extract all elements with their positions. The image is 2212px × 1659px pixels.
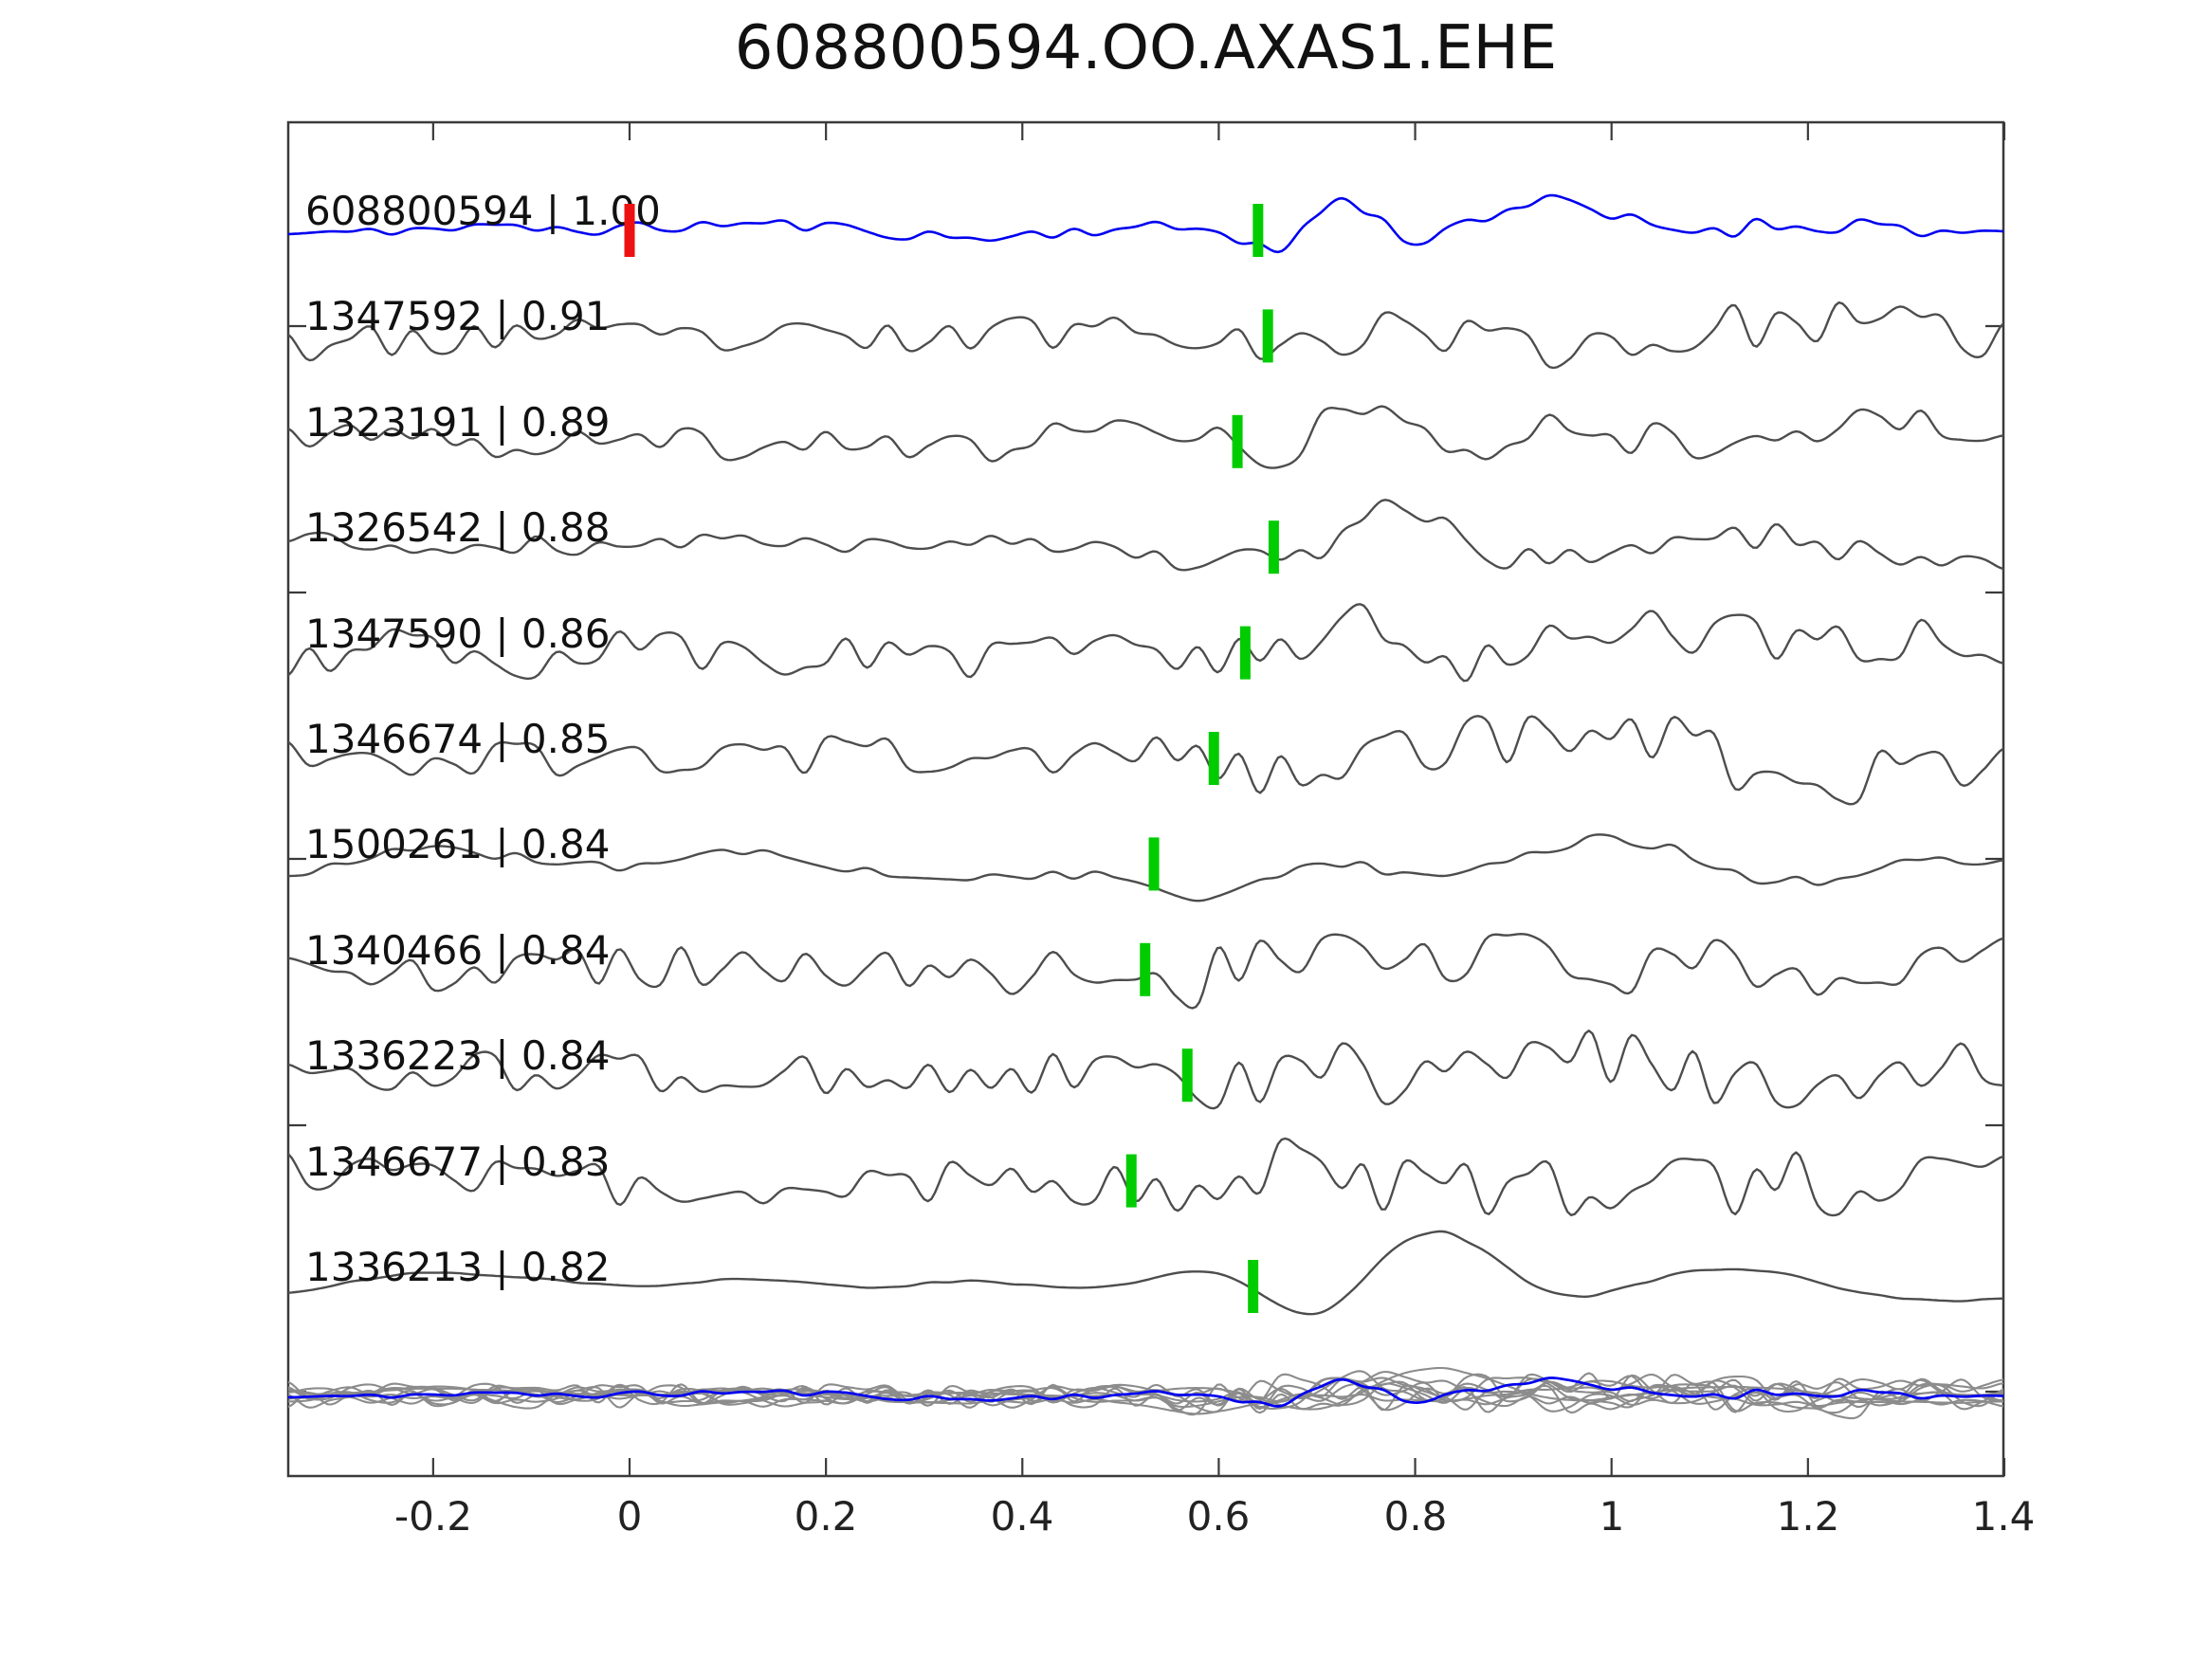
pick-marker-1347592	[1262, 309, 1273, 363]
trace-label-1323191: 1323191 | 0.89	[305, 399, 611, 446]
x-tick-label: 1.4	[1971, 1493, 2036, 1540]
x-tick-label: 0.4	[990, 1493, 1054, 1540]
x-tick-label: 0.6	[1186, 1493, 1251, 1540]
overlay-trace-1347592	[288, 1377, 2003, 1413]
waveforms	[288, 193, 2003, 1420]
pick-marker-1346677	[1125, 1154, 1137, 1208]
x-tick-label: 1.2	[1776, 1493, 1840, 1540]
trace-label-1326542: 1326542 | 0.88	[305, 504, 611, 551]
pick-marker-1347590	[1239, 626, 1251, 680]
pick-marker-1336223	[1181, 1048, 1193, 1103]
trace-label-1346677: 1346677 | 0.83	[305, 1139, 611, 1185]
pick-marker-1500261	[1148, 837, 1160, 891]
pick-marker-1340466	[1140, 942, 1151, 996]
trace-label-1340466: 1340466 | 0.84	[305, 927, 611, 974]
trace-label-1347590: 1347590 | 0.86	[305, 611, 611, 657]
trace-label-1346674: 1346674 | 0.85	[305, 716, 611, 762]
trace-label-1347592: 1347592 | 0.91	[305, 293, 611, 339]
overlay-trace-1323191	[288, 1376, 2003, 1410]
plot-title: 608800594.OO.AXAS1.EHE	[734, 13, 1558, 83]
trace-label-1336213: 1336213 | 0.82	[305, 1244, 611, 1290]
pick-marker-1336213	[1248, 1260, 1259, 1313]
trace-label-1500261: 1500261 | 0.84	[305, 821, 611, 867]
trace-label-1336223: 1336223 | 0.84	[305, 1032, 611, 1079]
overlay-trace-1326542	[288, 1370, 2003, 1409]
overlay-trace-1346677	[288, 1373, 2003, 1414]
overlay-trace-1500261	[288, 1379, 2003, 1415]
x-tick-label: -0.2	[394, 1493, 472, 1540]
pick-marker-1326542	[1268, 520, 1279, 574]
overlay-trace-1336223	[288, 1372, 2003, 1413]
overlay-trace-1340466	[288, 1376, 2003, 1416]
x-tick-label: 0	[616, 1493, 643, 1540]
trace-label-608800594: 608800594 | 1.00	[305, 188, 661, 234]
x-tick-label: 0.8	[1383, 1493, 1448, 1540]
x-tick-label: 1	[1599, 1493, 1625, 1540]
pick-marker-608800594	[1252, 204, 1264, 257]
pick-marker-1346674	[1208, 732, 1219, 785]
overlay-trace-1336213	[288, 1366, 2003, 1411]
x-tick-label: 0.2	[794, 1493, 858, 1540]
overlay-reference-trace	[288, 1376, 2003, 1408]
overlay-trace-1347590	[288, 1370, 2003, 1411]
pick-marker-1323191	[1232, 414, 1243, 468]
overlay-trace-1346674	[288, 1373, 2003, 1420]
